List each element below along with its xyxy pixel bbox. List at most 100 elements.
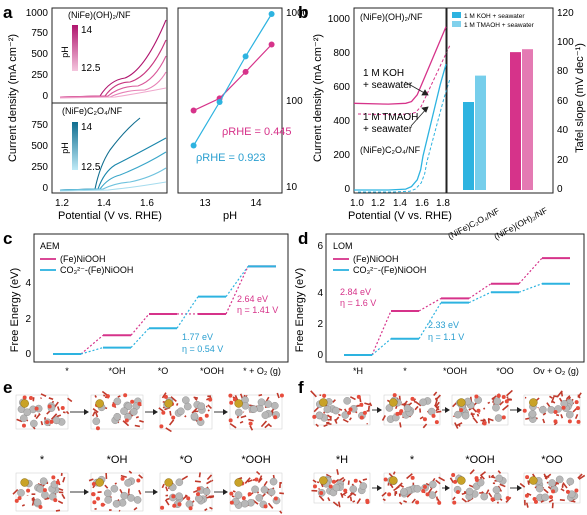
fe-atom [319, 476, 328, 485]
bond [490, 475, 496, 479]
bond [542, 412, 547, 416]
bond [318, 495, 325, 502]
ph-low-cyan: 12.5 [81, 162, 101, 173]
bond [526, 492, 532, 496]
o-atom [422, 417, 427, 422]
svg-text:*OOH: *OOH [200, 366, 224, 376]
rho-cyan-label: ρRHE = 0.923 [196, 152, 266, 164]
o-atom [553, 409, 558, 414]
ni-atom [120, 407, 128, 415]
ni-atom [130, 408, 138, 416]
panel-b-label-koh-1: 1 M KOH [363, 68, 404, 79]
bond [480, 474, 485, 480]
bond [404, 400, 408, 404]
svg-text:*OO: *OO [541, 454, 563, 466]
bond [231, 495, 235, 498]
bond [392, 471, 396, 475]
o-atom [198, 416, 203, 421]
bond [548, 498, 554, 503]
ni-atom [495, 474, 503, 483]
svg-text:1.0: 1.0 [350, 198, 364, 209]
svg-text:1.6: 1.6 [415, 198, 429, 209]
tafel-label: Tafel slope (mV dec⁻¹) [574, 43, 586, 153]
ni-atom [461, 411, 470, 420]
step-arrowhead [153, 409, 158, 415]
o-atom [229, 491, 234, 496]
bond [479, 476, 483, 480]
tafel-bar [463, 102, 474, 190]
svg-text:0: 0 [25, 349, 31, 360]
panel-b-tafel-ticks: 0 20 40 60 80 100 120 [557, 8, 574, 195]
ni-atom [429, 480, 437, 489]
bond [497, 470, 502, 474]
o-atom [172, 503, 177, 508]
panel-a-xticks: 1.2 1.4 1.6 [55, 198, 154, 209]
panel-e-structures [12, 390, 284, 514]
bond [485, 489, 490, 495]
ni-atom [535, 484, 544, 493]
bond [399, 501, 403, 505]
bond [369, 402, 373, 407]
svg-text:1.6: 1.6 [140, 198, 154, 209]
fe-atom [529, 398, 538, 407]
bond [62, 411, 66, 414]
bond [122, 420, 130, 427]
fe-connector [371, 310, 392, 356]
rho-pink-label: ρRHE = 0.445 [222, 126, 292, 138]
ph-high-cyan: 14 [81, 122, 93, 133]
panel-a-ph-yticks: 1000 100 10 [286, 8, 309, 193]
ni-atom [202, 487, 211, 496]
panel-b-label-koh-2: + seawater [363, 80, 413, 91]
ni-atom [103, 489, 112, 498]
bond [381, 415, 386, 421]
bond [310, 390, 317, 398]
bond [193, 396, 199, 399]
fe-atom [20, 399, 29, 408]
o-atom [422, 484, 427, 489]
o-atom [574, 400, 579, 405]
bond [381, 491, 387, 497]
svg-text:1000: 1000 [286, 8, 309, 19]
o-atom [567, 419, 572, 424]
bond [88, 478, 94, 482]
bond [349, 396, 356, 401]
tafel-bar [510, 52, 521, 191]
ni-atom [52, 416, 61, 425]
panel-b-arrows [404, 81, 429, 127]
svg-text:2: 2 [317, 319, 323, 330]
ni-atom [547, 406, 555, 414]
slab-cell [159, 394, 213, 430]
slab-cell [383, 472, 441, 504]
bond [161, 392, 167, 399]
svg-text:1.4: 1.4 [97, 198, 111, 209]
panel-a-ph-frame [177, 7, 283, 194]
ni-atom [566, 477, 575, 486]
panel-b-label-tmaoh-2: + seawater [363, 124, 413, 135]
o-atom [26, 488, 31, 493]
bond [566, 395, 571, 400]
ni-atom [260, 485, 269, 494]
bond [170, 396, 177, 402]
ni-atom [17, 489, 25, 497]
bond [135, 416, 139, 419]
ni-atom [323, 405, 332, 414]
step-arrowhead [223, 489, 228, 495]
legend-koh-swatch [452, 12, 461, 18]
panel-d-frame [325, 233, 585, 363]
ni-atom [315, 411, 324, 420]
ni-atom [548, 479, 556, 487]
svg-text:10: 10 [286, 182, 298, 193]
ni-atom [190, 412, 199, 421]
panel-f-labels: *H * *OOH *OO [336, 454, 563, 466]
o-atom [91, 481, 96, 486]
bond [31, 496, 35, 501]
o-atom [574, 488, 579, 493]
bond [175, 403, 179, 406]
slab-cell [229, 394, 283, 430]
bond [65, 410, 70, 415]
o-atom [505, 496, 510, 501]
o-atom [434, 420, 439, 425]
bond [454, 422, 459, 429]
bond [50, 413, 58, 420]
ni-atom [528, 410, 537, 418]
